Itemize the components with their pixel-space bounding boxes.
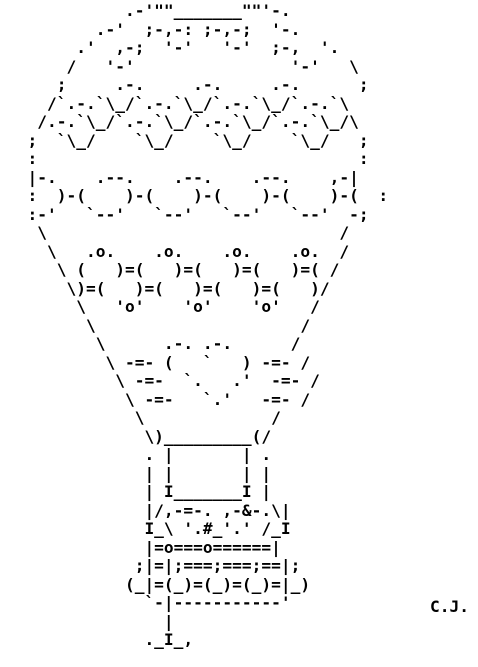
hot-air-balloon-ascii-art: .-'""_______""'-. .-' ;-,-: ;-,-; '-. .'… [27,1,389,649]
artist-signature: C.J. [430,597,469,616]
